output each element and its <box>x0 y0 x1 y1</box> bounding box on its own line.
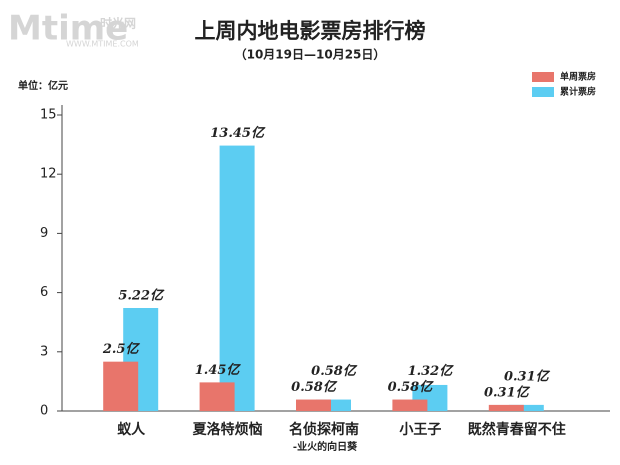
value-label: 1.45亿 <box>195 362 242 378</box>
watermark-logo: Mtime <box>8 9 128 49</box>
value-label: 2.5亿 <box>102 341 141 357</box>
bar <box>316 399 351 411</box>
legend-swatch <box>532 72 554 82</box>
value-label: 0.58亿 <box>388 379 435 395</box>
y-tick-label: 9 <box>40 226 48 241</box>
y-tick-label: 15 <box>40 108 57 123</box>
bar <box>488 404 524 411</box>
legend-label: 累计票房 <box>560 86 596 98</box>
value-label: 13.45亿 <box>210 125 266 141</box>
value-label: 0.31亿 <box>504 368 551 384</box>
chart-title: 上周内地电影票房排行榜 <box>195 19 426 43</box>
x-tick-label: 名侦探柯南 <box>289 421 359 438</box>
value-label: 0.31亿 <box>484 384 531 400</box>
category-note: -业火的向日葵 <box>293 440 358 453</box>
unit-label: 单位：亿元 <box>18 79 68 92</box>
legend-label: 单周票房 <box>560 71 596 83</box>
y-tick-label: 12 <box>40 167 57 182</box>
bar <box>392 399 428 411</box>
legend-swatch <box>532 87 554 97</box>
x-tick-label: 小王子 <box>399 422 441 438</box>
value-label: 0.58亿 <box>311 363 358 379</box>
bar <box>219 145 255 411</box>
value-label: 5.22亿 <box>118 287 165 303</box>
value-label: 0.58亿 <box>291 379 338 395</box>
y-tick-label: 0 <box>40 404 48 419</box>
y-tick-label: 3 <box>40 344 48 359</box>
value-label: 1.32亿 <box>408 363 455 379</box>
watermark-cn: 时光网 <box>100 16 136 31</box>
bar <box>199 382 235 411</box>
chart-subtitle: （10月19日—10月25日） <box>235 47 386 62</box>
bar <box>296 399 331 411</box>
x-tick-label: 既然青春留不住 <box>468 421 566 438</box>
watermark-url: WWW.MTIME.COM <box>66 40 139 49</box>
bar <box>103 361 139 411</box>
x-tick-label: 蚁人 <box>117 421 146 438</box>
bar <box>508 404 544 411</box>
y-tick-label: 6 <box>40 285 48 300</box>
x-tick-label: 夏洛特烦恼 <box>193 421 263 438</box>
